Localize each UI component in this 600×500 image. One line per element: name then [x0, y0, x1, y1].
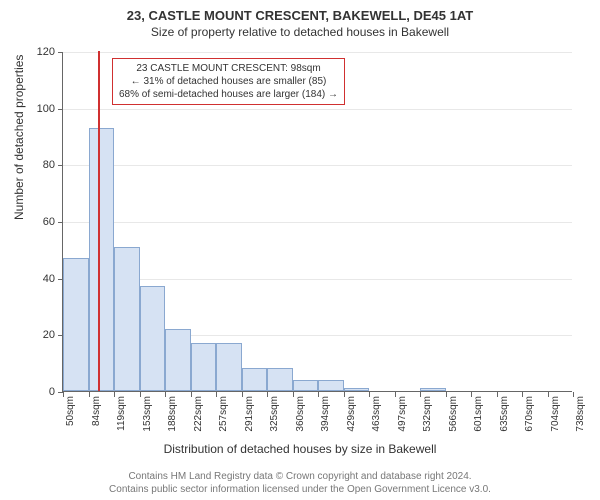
xtick-mark: [573, 392, 574, 397]
xtick-mark: [446, 392, 447, 397]
histogram-bar: [165, 329, 191, 391]
xtick-mark: [395, 392, 396, 397]
histogram-bar: [318, 380, 344, 391]
xtick-label: 429sqm: [346, 396, 357, 446]
chart-subtitle: Size of property relative to detached ho…: [0, 23, 600, 39]
xtick-label: 325sqm: [269, 396, 280, 446]
xtick-label: 394sqm: [320, 396, 331, 446]
xtick-label: 601sqm: [473, 396, 484, 446]
histogram-bar: [267, 368, 293, 391]
grid-line: [63, 109, 572, 110]
ytick-label: 120: [25, 46, 55, 58]
xtick-label: 497sqm: [397, 396, 408, 446]
ytick-label: 0: [25, 386, 55, 398]
ytick-label: 20: [25, 329, 55, 341]
footer-line-2: Contains public sector information licen…: [0, 483, 600, 496]
histogram-bar: [293, 380, 319, 391]
xtick-label: 532sqm: [422, 396, 433, 446]
histogram-bar: [140, 286, 166, 391]
xtick-mark: [242, 392, 243, 397]
annotation-box: 23 CASTLE MOUNT CRESCENT: 98sqm← 31% of …: [112, 58, 345, 105]
xtick-mark: [420, 392, 421, 397]
xtick-mark: [471, 392, 472, 397]
y-axis-label: Number of detached properties: [12, 55, 26, 220]
xtick-mark: [63, 392, 64, 397]
xtick-label: 360sqm: [295, 396, 306, 446]
histogram-bar: [344, 388, 370, 391]
xtick-label: 738sqm: [575, 396, 586, 446]
property-marker-line: [98, 51, 100, 391]
grid-line: [63, 165, 572, 166]
ytick-label: 40: [25, 273, 55, 285]
histogram-bar: [242, 368, 268, 391]
xtick-mark: [114, 392, 115, 397]
ytick-label: 80: [25, 159, 55, 171]
xtick-label: 635sqm: [499, 396, 510, 446]
xtick-mark: [89, 392, 90, 397]
xtick-label: 222sqm: [193, 396, 204, 446]
annotation-line: 68% of semi-detached houses are larger (…: [119, 88, 338, 101]
footer-line-1: Contains HM Land Registry data © Crown c…: [0, 470, 600, 483]
xtick-mark: [318, 392, 319, 397]
x-axis-label: Distribution of detached houses by size …: [0, 442, 600, 456]
xtick-label: 704sqm: [550, 396, 561, 446]
xtick-mark: [548, 392, 549, 397]
xtick-label: 463sqm: [371, 396, 382, 446]
xtick-mark: [497, 392, 498, 397]
ytick-mark: [58, 165, 63, 166]
grid-line: [63, 52, 572, 53]
histogram-bar: [191, 343, 217, 391]
xtick-mark: [216, 392, 217, 397]
histogram-bar: [89, 128, 115, 392]
xtick-mark: [369, 392, 370, 397]
xtick-label: 566sqm: [448, 396, 459, 446]
annotation-line: 23 CASTLE MOUNT CRESCENT: 98sqm: [119, 62, 338, 75]
ytick-mark: [58, 222, 63, 223]
xtick-mark: [191, 392, 192, 397]
chart-plot-area: 02040608010012050sqm84sqm119sqm153sqm188…: [62, 52, 572, 392]
xtick-label: 188sqm: [167, 396, 178, 446]
xtick-label: 119sqm: [116, 396, 127, 446]
xtick-label: 50sqm: [65, 396, 76, 446]
xtick-mark: [267, 392, 268, 397]
histogram-bar: [114, 247, 140, 392]
xtick-label: 153sqm: [142, 396, 153, 446]
ytick-label: 100: [25, 103, 55, 115]
histogram-bar: [216, 343, 242, 391]
xtick-mark: [293, 392, 294, 397]
xtick-mark: [522, 392, 523, 397]
xtick-label: 257sqm: [218, 396, 229, 446]
ytick-mark: [58, 109, 63, 110]
xtick-label: 670sqm: [524, 396, 535, 446]
chart-container: 23, CASTLE MOUNT CRESCENT, BAKEWELL, DE4…: [0, 0, 600, 500]
xtick-mark: [344, 392, 345, 397]
histogram-bar: [63, 258, 89, 391]
xtick-mark: [165, 392, 166, 397]
xtick-mark: [140, 392, 141, 397]
xtick-label: 84sqm: [91, 396, 102, 446]
ytick-mark: [58, 52, 63, 53]
grid-line: [63, 222, 572, 223]
histogram-bar: [420, 388, 446, 391]
ytick-label: 60: [25, 216, 55, 228]
chart-title: 23, CASTLE MOUNT CRESCENT, BAKEWELL, DE4…: [0, 0, 600, 23]
xtick-label: 291sqm: [244, 396, 255, 446]
annotation-line: ← 31% of detached houses are smaller (85…: [119, 75, 338, 88]
footer-attribution: Contains HM Land Registry data © Crown c…: [0, 470, 600, 496]
